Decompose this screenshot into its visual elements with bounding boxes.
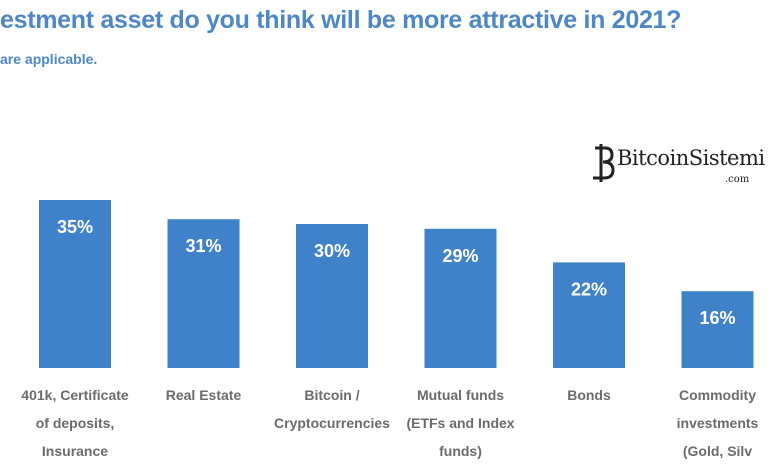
category-label-line: 401k, Certificate	[21, 387, 129, 403]
bar	[296, 224, 368, 368]
watermark-logo: BitcoinSistemi .com	[585, 140, 775, 196]
watermark-suffix: .com	[725, 174, 750, 185]
category-label: 401k, Certificate of deposits, Insurance	[5, 381, 145, 465]
category-label: Real Estate	[134, 381, 274, 409]
category-label-line: Commodity	[679, 387, 756, 403]
data-label: 35%	[57, 217, 93, 237]
category-label-line: of deposits,	[35, 415, 115, 431]
category-label-line: investments	[676, 415, 759, 431]
category-label-line: Real Estate	[165, 387, 242, 403]
category-label-line: Bonds	[567, 387, 611, 403]
category-label: Bitcoin / Cryptocurrencies	[262, 381, 402, 437]
data-label: 30%	[314, 241, 350, 261]
category-label-line: (ETFs and Index	[406, 415, 515, 431]
data-label: 29%	[442, 246, 478, 266]
category-label-line: Mutual funds	[416, 387, 505, 403]
category-label: Bonds	[519, 381, 659, 409]
chart-subtitle: are applicable.	[0, 51, 98, 67]
category-label-line: Bitcoin /	[304, 387, 360, 403]
category-label: Commodity investments (Gold, Silv	[648, 381, 780, 465]
watermark-text: BitcoinSistemi	[617, 146, 765, 170]
bar	[167, 219, 240, 368]
data-label: 22%	[571, 279, 607, 299]
category-label-line: Insurance	[41, 443, 109, 459]
bar	[39, 200, 111, 368]
bar	[424, 228, 497, 368]
bar	[553, 262, 625, 368]
bar	[681, 291, 754, 368]
data-label: 16%	[699, 308, 735, 328]
chart-title: estment asset do you think will be more …	[0, 6, 682, 34]
category-label-line: (Gold, Silv	[682, 443, 753, 459]
data-label: 31%	[185, 236, 221, 256]
category-label-line: funds)	[439, 443, 482, 459]
category-label: Mutual funds (ETFs and Index funds)	[391, 381, 531, 465]
category-label-line: Cryptocurrencies	[274, 415, 390, 431]
bitcoin-logo-icon	[593, 144, 615, 182]
